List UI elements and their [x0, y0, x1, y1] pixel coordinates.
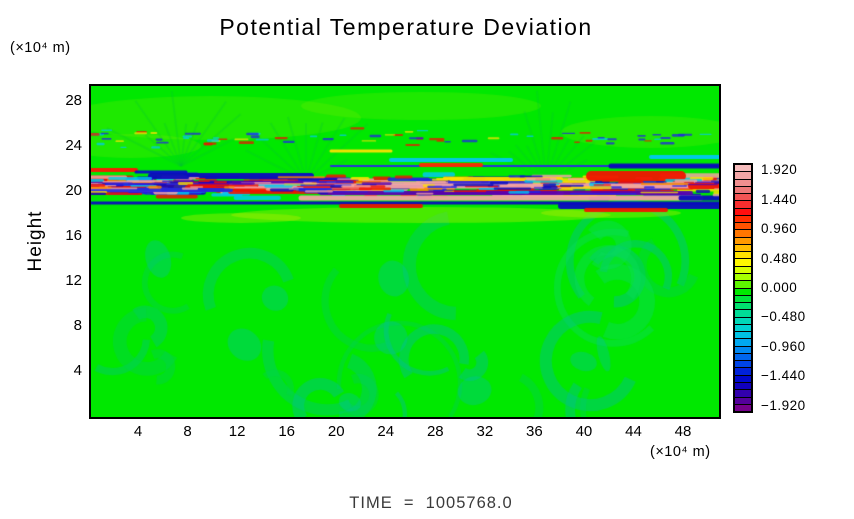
- colorbar-segment: [735, 259, 751, 267]
- x-tick-label: 36: [526, 423, 543, 440]
- colorbar-tick-label: −0.480: [761, 309, 806, 325]
- colorbar-segment: [735, 194, 751, 202]
- colorbar-segment: [735, 244, 751, 253]
- x-tick-label: 32: [476, 423, 494, 440]
- y-tick-label: 12: [65, 272, 82, 289]
- x-tick-label: 48: [674, 423, 692, 440]
- colorbar-segment: [735, 332, 751, 340]
- colorbar-segment: [735, 339, 751, 347]
- chart-title: Potential Temperature Deviation: [219, 14, 593, 40]
- plot-area: [89, 84, 721, 419]
- colorbar-tick-label: 1.920: [761, 162, 798, 178]
- y-tick-label: 16: [65, 227, 82, 244]
- colorbar-segment: [735, 215, 751, 224]
- colorbar-segment: [735, 346, 751, 354]
- colorbar-segment: [735, 288, 751, 296]
- colorbar-segment: [735, 375, 751, 383]
- colorbar-segment: [735, 295, 751, 304]
- x-tick-label: 24: [377, 423, 395, 440]
- x-tick-label: 28: [426, 423, 444, 440]
- x-axis-unit: (×10⁴ m): [650, 444, 711, 460]
- x-tick-label: 4: [133, 423, 143, 440]
- colorbar: [733, 163, 753, 413]
- colorbar-segment: [735, 186, 751, 195]
- colorbar-segment: [735, 237, 751, 245]
- colorbar-segment: [735, 303, 751, 311]
- colorbar-segment: [735, 230, 751, 238]
- colorbar-tick-label: 0.960: [761, 221, 798, 237]
- colorbar-segment: [735, 273, 751, 282]
- colorbar-segment: [735, 165, 751, 173]
- temperature-deviation-field: [91, 86, 719, 417]
- y-tick-label: 8: [73, 317, 82, 334]
- x-tick-label: 44: [625, 423, 642, 440]
- colorbar-segment: [735, 201, 751, 209]
- colorbar-segment: [735, 208, 751, 216]
- x-tick-label: 12: [228, 423, 246, 440]
- colorbar-segment: [735, 310, 751, 318]
- colorbar-segment: [735, 361, 751, 369]
- colorbar-segment: [735, 368, 751, 376]
- colorbar-segment: [735, 266, 751, 274]
- time-caption: TIME = 1005768.0: [349, 494, 513, 512]
- y-tick-label: 4: [73, 362, 82, 379]
- y-axis-unit: (×10⁴ m): [10, 40, 71, 56]
- colorbar-segment: [735, 390, 751, 398]
- colorbar-segment: [735, 252, 751, 260]
- x-tick-label: 40: [575, 423, 593, 440]
- colorbar-segment: [735, 172, 751, 180]
- colorbar-segment: [735, 281, 751, 289]
- colorbar-tick-label: 1.440: [761, 191, 798, 207]
- colorbar-segment: [735, 382, 751, 391]
- colorbar-tick-label: 0.480: [761, 250, 798, 266]
- colorbar-segment: [735, 223, 751, 231]
- colorbar-segment: [735, 317, 751, 325]
- y-tick-label: 20: [65, 182, 82, 199]
- colorbar-segment: [735, 179, 751, 187]
- y-tick-label: 24: [65, 137, 82, 154]
- colorbar-tick-label: −1.920: [761, 397, 806, 413]
- colorbar-tick-label: 0.000: [761, 280, 798, 295]
- colorbar-segment: [735, 397, 751, 405]
- colorbar-segment: [735, 404, 751, 412]
- colorbar-segment: [735, 324, 751, 333]
- colorbar-tick-label: −0.960: [761, 338, 806, 354]
- colorbar-tick-label: −1.440: [761, 368, 806, 384]
- x-tick-label: 16: [278, 423, 296, 440]
- colorbar-segment: [735, 353, 751, 362]
- y-tick-label: 28: [65, 92, 82, 109]
- x-tick-label: 20: [327, 423, 345, 440]
- x-tick-label: 8: [183, 423, 192, 440]
